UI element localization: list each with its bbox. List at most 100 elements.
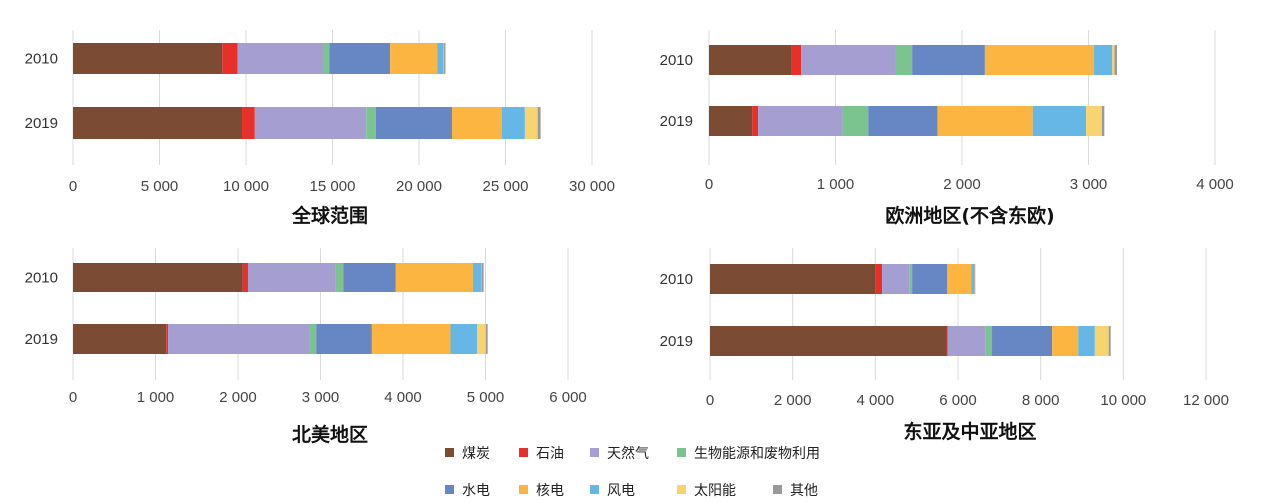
bar-segment-wind-2010 (437, 43, 444, 74)
bar-segment-hydro-2010 (912, 45, 985, 75)
legend-item-gas: 天然气 (590, 445, 649, 462)
bar-segment-other-2019 (537, 107, 541, 139)
x-tick-label: 6 000 (549, 389, 587, 406)
legend-swatch (677, 448, 686, 457)
bar-segment-other-2010 (481, 263, 484, 292)
legend-item-oil: 石油 (519, 446, 564, 462)
chart-panel-1: 0 5 000 10 000 15 000 20 000 25 000 30 000 2010… (25, 30, 615, 227)
category-label: 2019 (660, 113, 693, 130)
bar-segment-gas-2010 (882, 264, 910, 294)
bar-segment-bio-2010 (909, 264, 913, 294)
bar-segment-gas-2010 (801, 45, 896, 75)
category-label: 2010 (25, 51, 58, 68)
bar-segment-nuclear-2019 (1052, 326, 1079, 356)
legend-item-bio: 生物能源和废物利用 (677, 446, 820, 462)
bar-segment-oil-2010 (875, 264, 883, 294)
bar-segment-oil-2019 (166, 324, 169, 354)
x-tick-label: 1 000 (817, 176, 855, 193)
x-tick-label: 0 (706, 392, 714, 409)
bar-segment-bio-2010 (895, 45, 913, 75)
legend-swatch (773, 485, 782, 494)
legend-item-other: 其他 (773, 483, 818, 499)
bar-segment-oil-2019 (242, 107, 255, 139)
x-tick-label: 8 000 (1022, 392, 1060, 409)
legend-label: 其他 (790, 483, 818, 499)
legend-label: 太阳能 (694, 483, 736, 499)
bar-segment-bio-2010 (322, 43, 330, 74)
x-tick-label: 2 000 (219, 389, 257, 406)
bar-segment-solar-2019 (477, 324, 486, 354)
category-label: 2010 (660, 52, 693, 69)
bar-segment-wind-2019 (501, 107, 525, 139)
legend-label: 风电 (607, 483, 635, 499)
bar-segment-gas-2019 (947, 326, 986, 356)
legend-swatch (519, 485, 528, 494)
bar-segment-coal-2010 (73, 263, 243, 292)
legend-label: 生物能源和废物利用 (694, 446, 820, 462)
bar-segment-nuclear-2019 (452, 107, 502, 139)
bar-segment-hydro-2010 (912, 264, 948, 294)
bar-segment-other-2019 (485, 324, 488, 354)
bar-segment-nuclear-2019 (937, 106, 1033, 136)
bar-segment-other-2019 (1101, 106, 1105, 136)
x-tick-label: 4 000 (857, 392, 895, 409)
x-tick-label: 0 (69, 389, 77, 406)
x-tick-label: 1 000 (137, 389, 175, 406)
bar-segment-gas-2019 (758, 106, 843, 136)
chart-title: 欧洲地区(不含东欧) (885, 204, 1054, 227)
x-tick-label: 10 000 (1100, 392, 1146, 409)
x-tick-label: 20 000 (396, 178, 442, 195)
chart-panel-2: 0 1 000 2 000 3 000 4 000 2010 2019 欧洲地区(不含东欧) (660, 30, 1234, 227)
bar-segment-oil-2019 (752, 106, 759, 136)
x-tick-label: 2 000 (774, 392, 812, 409)
bar-segment-wind-2010 (1094, 45, 1113, 75)
category-label: 2019 (25, 115, 58, 132)
legend-swatch (590, 485, 599, 494)
bar-segment-gas-2010 (247, 263, 336, 292)
bar-segment-hydro-2019 (868, 106, 938, 136)
bar-segment-wind-2019 (1032, 106, 1087, 136)
x-tick-label: 3 000 (302, 389, 340, 406)
x-tick-label: 3 000 (1070, 176, 1108, 193)
bar-segment-solar-2019 (524, 107, 538, 139)
chart-title: 北美地区 (292, 423, 368, 446)
bar-segment-nuclear-2010 (947, 264, 972, 294)
chart-title: 全球范围 (291, 204, 368, 227)
bar-segment-nuclear-2010 (390, 43, 438, 74)
legend-item-wind: 风电 (590, 483, 635, 499)
bar-segment-wind-2010 (971, 264, 975, 294)
bar-segment-coal-2010 (709, 45, 792, 75)
bar-segment-other-2010 (974, 264, 976, 294)
x-tick-label: 0 (705, 176, 713, 193)
bar-segment-bio-2010 (335, 263, 344, 292)
x-tick-label: 25 000 (483, 178, 529, 195)
legend-label: 天然气 (607, 445, 649, 462)
bar-segment-gas-2019 (254, 107, 367, 139)
bar-segment-gas-2010 (237, 43, 323, 74)
x-tick-label: 5 000 (467, 389, 505, 406)
bar-segment-wind-2019 (1078, 326, 1095, 356)
bar-segment-solar-2010 (1112, 45, 1115, 75)
bar-segment-coal-2019 (73, 324, 167, 354)
legend-swatch (677, 485, 686, 494)
chart-panel-3: 0 1 000 2 000 3 000 4 000 5 000 6 000 2010 2019 北… (25, 248, 587, 446)
bar-segment-oil-2010 (222, 43, 238, 74)
bar-segment-other-2010 (444, 43, 446, 74)
bar-segment-oil-2010 (791, 45, 802, 75)
x-tick-label: 4 000 (1196, 176, 1234, 193)
x-tick-label: 30 000 (569, 178, 615, 195)
legend-item-solar: 太阳能 (677, 483, 736, 499)
bar-segment-hydro-2019 (992, 326, 1053, 356)
bar-segment-wind-2019 (450, 324, 478, 354)
chart-title: 东亚及中亚地区 (903, 420, 1036, 443)
bar-segment-solar-2019 (1094, 326, 1109, 356)
bar-segment-nuclear-2019 (371, 324, 451, 354)
legend-item-nuclear: 核电 (519, 483, 564, 499)
bar-segment-bio-2019 (309, 324, 317, 354)
legend-label: 水电 (462, 483, 490, 499)
bar-segment-gas-2019 (168, 324, 310, 354)
bar-segment-solar-2019 (1086, 106, 1102, 136)
x-tick-label: 0 (69, 178, 77, 195)
legend-item-coal: 煤炭 (445, 446, 490, 462)
